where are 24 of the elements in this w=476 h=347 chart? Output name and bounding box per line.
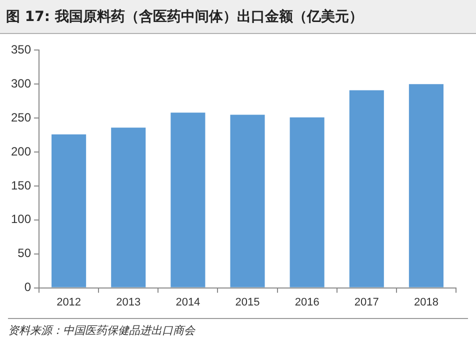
- text: 资料来源：中国医药保健品进出口商会: [8, 318, 468, 338]
- bar: [349, 90, 384, 288]
- x-tick-label: 2016: [294, 296, 320, 308]
- y-tick-label: 150: [10, 178, 32, 192]
- bar: [111, 128, 146, 288]
- bar: [290, 117, 324, 288]
- bar: [170, 112, 206, 288]
- bar: [52, 134, 86, 288]
- y-tick-label: 250: [10, 110, 32, 124]
- x-tick-label: 2014: [176, 296, 200, 308]
- x-tick-label: 2017: [354, 296, 379, 308]
- y-tick-label: 50: [18, 246, 32, 260]
- x-tick-label: 2012: [56, 296, 82, 308]
- x-tick-label: 2015: [235, 296, 260, 308]
- x-tick-label: 2018: [414, 296, 438, 308]
- y-tick-label: 300: [10, 76, 32, 90]
- bar: [408, 84, 444, 288]
- y-tick-label: 100: [10, 212, 32, 226]
- y-tick-label: 200: [10, 144, 32, 158]
- bar: [230, 114, 265, 288]
- x-tick-label: 2013: [116, 296, 141, 308]
- y-tick-label: 0: [24, 280, 32, 294]
- chart-title: 图 17: 我国原料药（含医药中间体）出口金额（亿美元）: [0, 0, 476, 34]
- y-tick-label: 350: [10, 42, 32, 57]
